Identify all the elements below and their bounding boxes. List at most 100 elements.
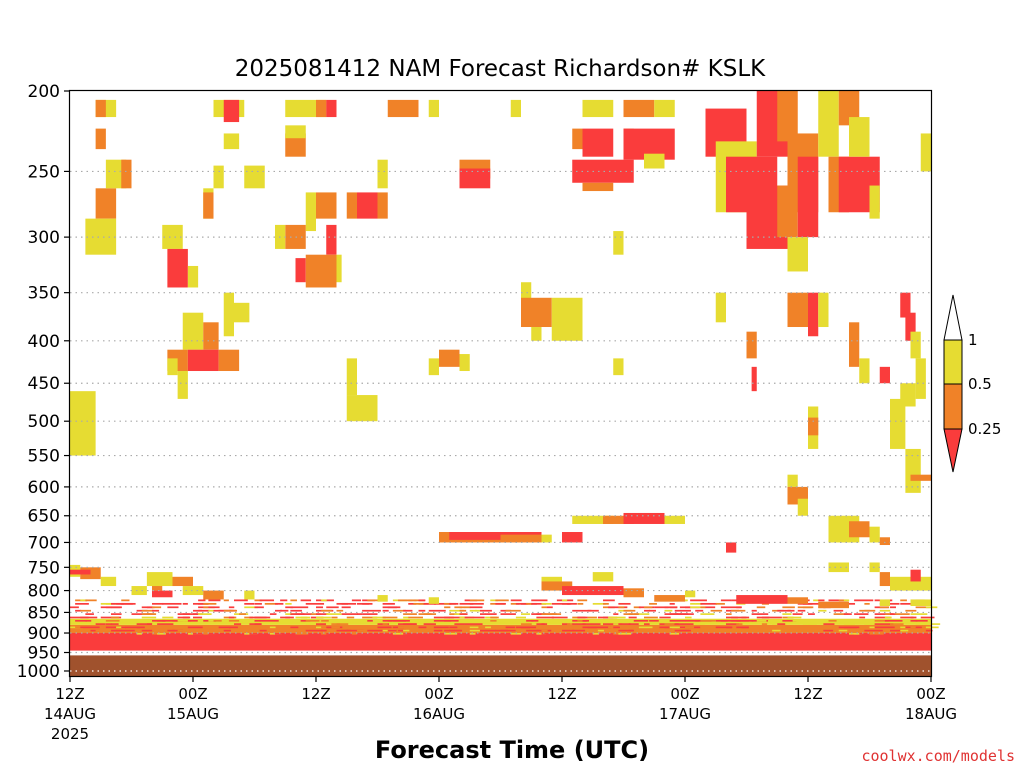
heatmap-cell (459, 354, 470, 372)
heatmap-cell (787, 237, 808, 272)
heatmap-cell (905, 448, 921, 493)
heatmap-cell (731, 616, 747, 619)
heatmap-cell (387, 606, 401, 609)
heatmap-cell (603, 623, 623, 625)
heatmap-cell (239, 613, 247, 615)
heatmap-cell (726, 542, 737, 553)
heatmap-cell (582, 128, 614, 157)
heatmap-cell (495, 599, 509, 602)
heatmap-cell (480, 609, 492, 612)
heatmap-cell (900, 602, 913, 605)
heatmap-cell (510, 99, 521, 118)
heatmap-cell (433, 616, 450, 619)
heatmap-cell (623, 613, 633, 615)
heatmap-cell (900, 599, 907, 602)
heatmap-cell (203, 602, 217, 605)
heatmap-cell (536, 633, 547, 635)
heatmap-cell (536, 623, 545, 625)
colorbar-label-1: 1 (968, 331, 978, 349)
heatmap-cell (700, 613, 715, 615)
heatmap-cell (541, 633, 559, 635)
heatmap-cell (797, 609, 806, 612)
heatmap-cell (843, 613, 852, 615)
heatmap-cell (510, 633, 523, 635)
heatmap-cell (551, 613, 562, 615)
heatmap-cell (879, 609, 891, 612)
heatmap-cell (910, 616, 917, 619)
heatmap-cell (295, 613, 312, 615)
heatmap-cell (864, 623, 876, 625)
heatmap-cell (131, 613, 152, 615)
heatmap-cell (746, 331, 757, 359)
heatmap-cell (910, 474, 931, 481)
heatmap-cell (367, 633, 385, 635)
heatmap-cell (162, 602, 182, 605)
heatmap-cell (541, 576, 562, 587)
heatmap-cell (95, 188, 117, 219)
heatmap-cell (736, 606, 742, 609)
heatmap-cell (111, 616, 120, 619)
heatmap-cell (915, 623, 929, 625)
heatmap-cell (428, 626, 439, 629)
heatmap-cell (321, 599, 327, 602)
heatmap-cell (700, 619, 716, 622)
heatmap-cell (884, 633, 891, 635)
heatmap-cell (182, 613, 198, 615)
heatmap-cell (726, 623, 740, 625)
heatmap-cell (382, 616, 398, 619)
heatmap-cell (685, 606, 691, 609)
heatmap-cell (910, 599, 931, 607)
heatmap-cell (818, 599, 825, 602)
heatmap-cell (879, 572, 890, 587)
heatmap-cell (715, 626, 733, 629)
y-tick-label: 450 (28, 374, 60, 394)
heatmap-cell (720, 619, 741, 622)
heatmap-cell (797, 498, 808, 516)
heatmap-cell (357, 629, 372, 632)
heatmap-cell (223, 609, 232, 612)
heatmap-cell (854, 633, 861, 635)
heatmap-cell (290, 609, 302, 612)
grid-lines (70, 170, 931, 672)
heatmap-cell (244, 165, 265, 189)
heatmap-cell (843, 599, 850, 602)
heatmap-cell (300, 619, 311, 622)
heatmap-cell (382, 619, 393, 622)
heatmap-cell (597, 629, 604, 632)
heatmap-cell (162, 616, 174, 619)
heatmap-cell (198, 599, 206, 602)
heatmap-cell (628, 623, 639, 625)
heatmap-cell (285, 125, 306, 139)
heatmap-cell (300, 599, 312, 602)
heatmap-cell (480, 613, 486, 615)
heatmap-cell (828, 599, 849, 602)
heatmap-cell (905, 312, 916, 341)
heatmap-cell (808, 633, 828, 635)
heatmap-cell (731, 609, 746, 612)
heatmap-cell (203, 322, 219, 350)
heatmap-cell (326, 224, 337, 255)
heatmap-cell (254, 616, 271, 619)
heatmap-cell (100, 633, 119, 635)
heatmap-cell (838, 633, 847, 635)
heatmap-cell (900, 383, 916, 407)
heatmap-cell (464, 623, 483, 625)
heatmap-cell (843, 602, 856, 605)
heatmap-cell (326, 613, 342, 615)
heatmap-cell (823, 629, 834, 632)
y-tick-label: 350 (28, 284, 60, 304)
heatmap-cell (228, 633, 242, 635)
heatmap-band (70, 618, 931, 625)
heatmap-cell (649, 619, 659, 622)
heatmap-cell (100, 576, 117, 587)
colorbar-label-0.5: 0.5 (968, 375, 992, 393)
heatmap-cell (541, 623, 548, 625)
heatmap-cell (910, 569, 921, 582)
heatmap-cell (254, 606, 264, 609)
heatmap-cell (726, 613, 732, 615)
heatmap-cell (459, 613, 468, 615)
heatmap-cell (628, 616, 637, 619)
heatmap-cell (392, 619, 410, 622)
heatmap-cell (449, 602, 459, 605)
